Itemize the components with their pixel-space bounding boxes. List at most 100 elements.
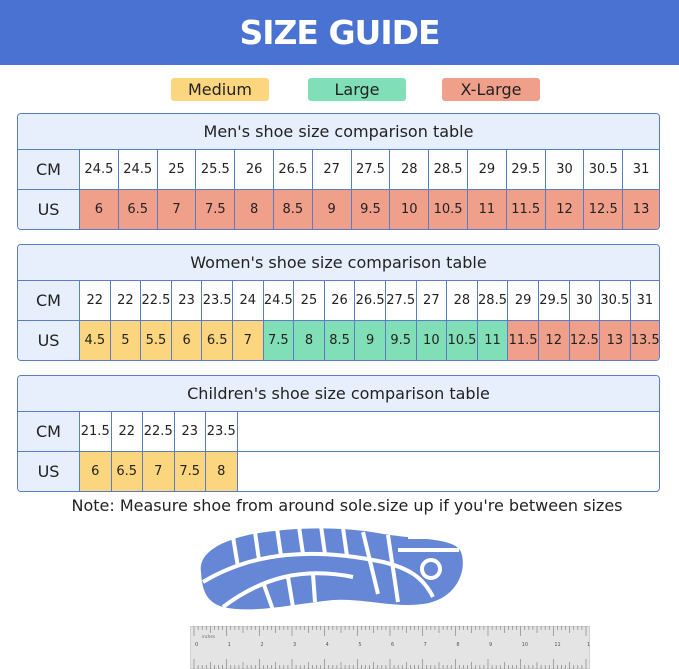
us-cell: 8 bbox=[206, 452, 238, 491]
header-banner: SIZE GUIDE bbox=[0, 0, 679, 65]
us-cell: 6.5 bbox=[118, 190, 158, 229]
cm-cell: 29.5 bbox=[538, 281, 570, 320]
us-label: US bbox=[18, 452, 80, 491]
cm-label: CM bbox=[18, 412, 80, 451]
us-cell: 7.5 bbox=[174, 452, 206, 491]
us-cell: 7 bbox=[232, 321, 264, 360]
us-cell: 13 bbox=[600, 321, 631, 360]
page-title: SIZE GUIDE bbox=[239, 13, 440, 52]
cm-cell: 31 bbox=[630, 281, 659, 320]
cm-row: CM 22 22 22.5 23 23.5 24 24.5 25 26 26.5 27.5 27 28 28… bbox=[18, 281, 659, 321]
legend-medium: Medium bbox=[171, 78, 269, 101]
us-cell: 8 bbox=[294, 321, 325, 360]
cm-cell: 28.5 bbox=[477, 281, 509, 320]
us-cell: 6 bbox=[171, 321, 203, 360]
us-cell: 12.5 bbox=[584, 190, 624, 229]
us-row: US 6 6.5 7 7.5 8 bbox=[18, 452, 659, 491]
ruler-label: 8 bbox=[456, 642, 459, 648]
childrens-size-table: Children's shoe size comparison table CM 2… bbox=[17, 375, 660, 492]
table-title: Children's shoe size comparison table bbox=[18, 376, 659, 412]
us-cell: 10 bbox=[390, 190, 430, 229]
cm-cell: 26.5 bbox=[355, 281, 386, 320]
ruler-label: 12 bbox=[587, 642, 590, 648]
cm-cell: 29 bbox=[508, 281, 539, 320]
cm-cell: 23 bbox=[174, 412, 206, 451]
cm-cell: 26 bbox=[324, 281, 356, 320]
us-cell: 12 bbox=[538, 321, 570, 360]
cm-cell: 24.5 bbox=[80, 150, 119, 189]
us-cell: 9.5 bbox=[351, 190, 391, 229]
us-cell: 11.5 bbox=[506, 190, 546, 229]
cm-cell: 27 bbox=[312, 150, 352, 189]
table-title: Women's shoe size comparison table bbox=[18, 245, 659, 281]
us-cell: 8 bbox=[235, 190, 274, 229]
us-row: US 4.5 5 5.5 6 6.5 7 7.5 8 8.5 9 9.5 10 10.5 11 11.5 12 1… bbox=[18, 321, 659, 360]
legend-xlarge: X-Large bbox=[442, 78, 540, 101]
us-cell: 5.5 bbox=[141, 321, 172, 360]
cm-cell: 24 bbox=[232, 281, 264, 320]
us-row: US 6 6.5 7 7.5 8 8.5 9 9.5 10 10.5 11 11.5 12 12.5 13 bbox=[18, 190, 659, 229]
us-cell: 4.5 bbox=[80, 321, 111, 360]
us-cell: 9 bbox=[355, 321, 386, 360]
cm-label: CM bbox=[18, 281, 80, 320]
mens-size-table: Men's shoe size comparison table CM 24.5 24… bbox=[17, 113, 660, 230]
us-cell: 7 bbox=[143, 452, 175, 491]
us-label: US bbox=[18, 321, 80, 360]
cm-cell: 25.5 bbox=[196, 150, 236, 189]
cm-cell: 24.5 bbox=[118, 150, 158, 189]
ruler-unit-label: inches bbox=[202, 634, 215, 639]
ruler-label: 10 bbox=[522, 642, 528, 648]
cm-cell: 25 bbox=[157, 150, 197, 189]
cm-cell: 24.5 bbox=[263, 281, 295, 320]
ruler-label: 2 bbox=[260, 642, 263, 648]
cm-cell: 22 bbox=[80, 281, 111, 320]
cm-cell: 22 bbox=[111, 412, 143, 451]
us-label: US bbox=[18, 190, 80, 229]
measurement-note: Note: Measure shoe from around sole.size… bbox=[71, 496, 623, 515]
us-cell: 10.5 bbox=[447, 321, 478, 360]
us-cell: 5 bbox=[110, 321, 142, 360]
us-cell: 7.5 bbox=[196, 190, 236, 229]
cm-cell: 22.5 bbox=[143, 412, 175, 451]
us-cell: 9.5 bbox=[385, 321, 417, 360]
cm-cell: 22.5 bbox=[141, 281, 172, 320]
us-cell: 7 bbox=[157, 190, 197, 229]
cm-cell: 29 bbox=[467, 150, 507, 189]
cm-cell: 31 bbox=[623, 150, 659, 189]
size-legend: Medium Large X-Large bbox=[0, 78, 679, 102]
ruler-label: 0 bbox=[195, 642, 198, 648]
shoe-sole-icon bbox=[200, 525, 463, 611]
us-cell: 11 bbox=[467, 190, 507, 229]
us-cell: 6.5 bbox=[202, 321, 233, 360]
cm-cell: 23.5 bbox=[202, 281, 233, 320]
us-cell: 13 bbox=[623, 190, 659, 229]
cm-cell: 26 bbox=[235, 150, 274, 189]
legend-large: Large bbox=[308, 78, 406, 101]
ruler-label: 9 bbox=[489, 642, 492, 648]
ruler-label: 3 bbox=[293, 642, 296, 648]
us-cell: 9 bbox=[312, 190, 352, 229]
cm-cell: 23.5 bbox=[206, 412, 238, 451]
womens-size-table: Women's shoe size comparison table CM 22 22… bbox=[17, 244, 660, 361]
us-cell: 8.5 bbox=[273, 190, 313, 229]
cm-cell: 25 bbox=[294, 281, 325, 320]
cm-row: CM 24.5 24.5 25 25.5 26 26.5 27 27.5 28 28.5 29 29.5… bbox=[18, 150, 659, 190]
cm-label: CM bbox=[18, 150, 80, 189]
us-cell: 10.5 bbox=[429, 190, 468, 229]
cm-cell: 28 bbox=[390, 150, 430, 189]
cm-cell: 21.5 bbox=[80, 412, 112, 451]
cm-cell: 23 bbox=[171, 281, 203, 320]
us-cell: 11.5 bbox=[508, 321, 539, 360]
ruler-label: 1 bbox=[228, 642, 231, 648]
cm-cell: 26.5 bbox=[273, 150, 313, 189]
us-cell: 12.5 bbox=[569, 321, 601, 360]
cm-cell: 27.5 bbox=[351, 150, 391, 189]
ruler-label: 4 bbox=[326, 642, 329, 648]
us-cell: 12 bbox=[545, 190, 585, 229]
table-title: Men's shoe size comparison table bbox=[18, 114, 659, 150]
ruler-label: 11 bbox=[554, 642, 560, 648]
cm-row: CM 21.5 22 22.5 23 23.5 bbox=[18, 412, 659, 452]
cm-cell: 30.5 bbox=[584, 150, 624, 189]
us-cell: 6 bbox=[80, 190, 119, 229]
ruler-label: 6 bbox=[391, 642, 394, 648]
